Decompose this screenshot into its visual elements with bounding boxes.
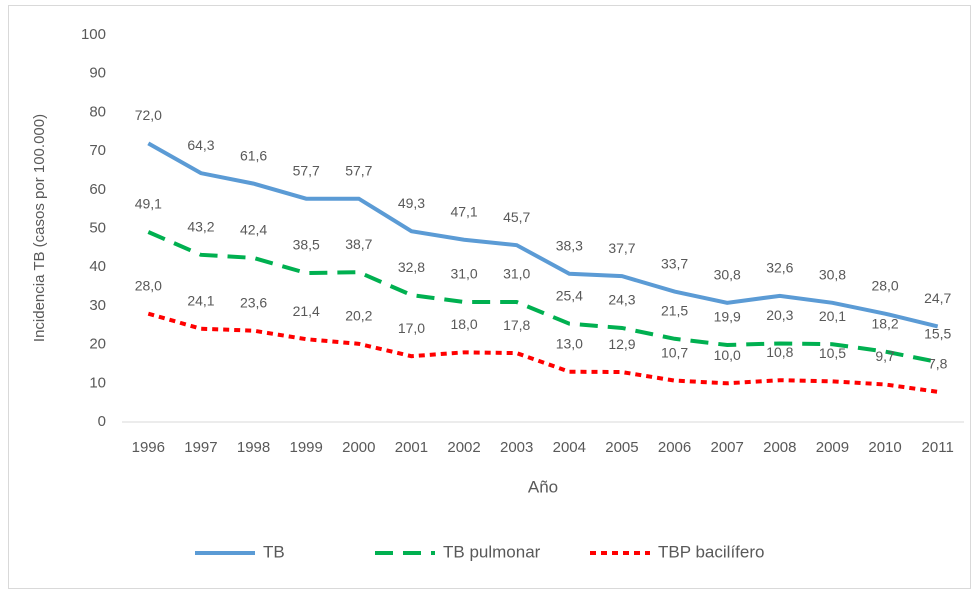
data-label: 49,3 [398, 195, 425, 211]
data-label: 31,0 [450, 266, 477, 282]
data-label: 32,8 [398, 259, 425, 275]
y-tick-label: 60 [89, 181, 106, 198]
data-label: 10,0 [714, 347, 741, 363]
data-label: 17,8 [503, 317, 530, 333]
data-label: 64,3 [187, 137, 214, 153]
data-label: 18,2 [871, 315, 898, 331]
data-label: 24,3 [608, 292, 635, 308]
data-label: 13,0 [556, 335, 583, 351]
x-tick-label: 2010 [868, 439, 901, 456]
data-label: 24,1 [187, 292, 214, 308]
data-label: 38,7 [345, 236, 372, 252]
x-tick-label: 2006 [658, 439, 691, 456]
data-label: 57,7 [293, 162, 320, 178]
y-tick-label: 80 [89, 103, 106, 120]
data-label: 19,9 [714, 309, 741, 325]
x-tick-label: 2008 [763, 439, 796, 456]
data-label: 49,1 [135, 196, 162, 212]
x-tick-label: 2011 [922, 439, 954, 456]
x-tick-label: 2007 [711, 439, 744, 456]
series-line [147, 311, 938, 394]
x-tick-label: 2002 [447, 439, 480, 456]
data-label: 32,6 [766, 260, 793, 276]
data-label: 28,0 [135, 277, 162, 293]
data-label: 20,2 [345, 308, 372, 324]
x-tick-label: 2009 [816, 439, 849, 456]
y-tick-label: 0 [98, 413, 106, 430]
data-label: 24,7 [924, 290, 951, 306]
data-label: 47,1 [450, 203, 477, 219]
x-tick-label: 1996 [132, 439, 165, 456]
y-tick-label: 20 [89, 336, 106, 353]
series-line [147, 230, 939, 364]
legend-label: TB pulmonar [443, 542, 541, 561]
data-label: 38,3 [556, 237, 583, 253]
data-label: 18,0 [450, 316, 477, 332]
x-tick-label: 1998 [237, 439, 270, 456]
legend-label: TB [263, 542, 285, 561]
data-label: 45,7 [503, 209, 530, 225]
x-tick-label: 1999 [290, 439, 323, 456]
data-label: 43,2 [187, 219, 214, 235]
legend-label: TBP bacilífero [658, 542, 764, 561]
data-label: 42,4 [240, 222, 267, 238]
data-label: 10,7 [661, 344, 688, 360]
y-tick-label: 100 [81, 26, 106, 43]
data-label: 38,5 [293, 237, 320, 253]
data-label: 37,7 [608, 240, 635, 256]
data-label: 21,4 [293, 303, 320, 319]
x-axis-title: Año [528, 477, 558, 496]
data-label: 7,8 [928, 356, 948, 372]
series-line [147, 141, 939, 329]
x-tick-label: 2000 [342, 439, 375, 456]
y-tick-label: 70 [89, 142, 106, 159]
y-axis-title: Incidencia TB (casos por 100.000) [31, 114, 48, 342]
y-tick-label: 50 [89, 219, 106, 236]
data-label: 12,9 [608, 336, 635, 352]
y-tick-label: 10 [89, 374, 106, 391]
y-tick-label: 90 [89, 65, 106, 82]
data-label: 10,8 [766, 344, 793, 360]
data-label: 15,5 [924, 326, 951, 342]
x-tick-label: 2001 [395, 439, 428, 456]
data-label: 20,1 [819, 308, 846, 324]
y-tick-label: 40 [89, 258, 106, 275]
data-label: 33,7 [661, 255, 688, 271]
data-label: 9,7 [875, 348, 895, 364]
data-label: 23,6 [240, 294, 267, 310]
data-label: 17,0 [398, 320, 425, 336]
x-tick-label: 2004 [553, 439, 586, 456]
x-tick-label: 2005 [605, 439, 638, 456]
x-tick-label: 2003 [500, 439, 533, 456]
x-tick-label: 1997 [184, 439, 217, 456]
data-label: 57,7 [345, 162, 372, 178]
data-label: 30,8 [714, 267, 741, 283]
data-label: 30,8 [819, 267, 846, 283]
chart-border [8, 5, 971, 589]
data-label: 21,5 [661, 302, 688, 318]
data-label: 31,0 [503, 266, 530, 282]
data-label: 28,0 [871, 277, 898, 293]
data-label: 25,4 [556, 287, 583, 303]
data-label: 10,5 [819, 345, 846, 361]
data-label: 20,3 [766, 307, 793, 323]
data-label: 72,0 [135, 107, 162, 123]
y-tick-label: 30 [89, 297, 106, 314]
data-label: 61,6 [240, 147, 267, 163]
